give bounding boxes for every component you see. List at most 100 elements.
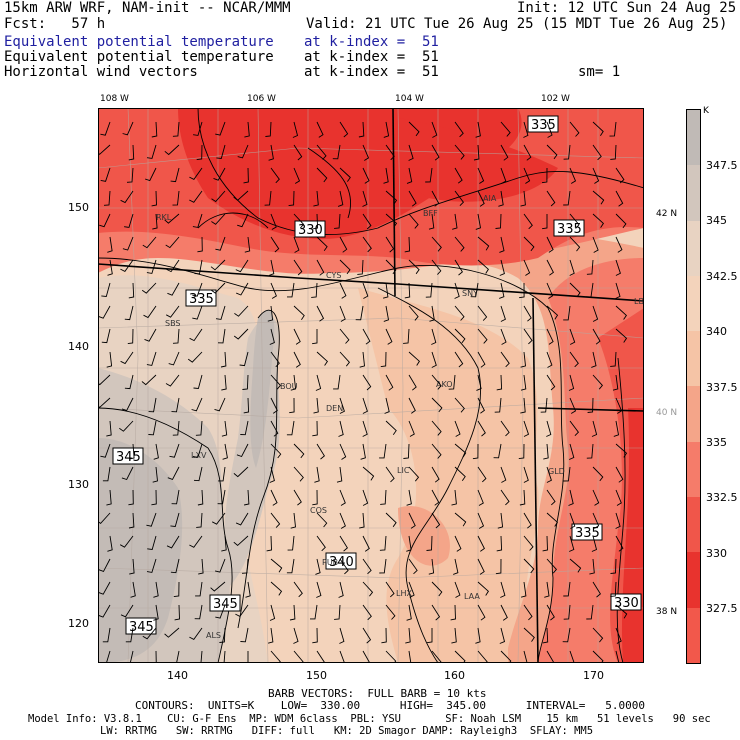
wind-barb — [237, 213, 249, 228]
wind-barb — [477, 190, 485, 207]
wind-barb — [337, 190, 344, 207]
wind-barb — [222, 443, 228, 460]
station-label: LBF — [634, 297, 644, 306]
wind-barb — [192, 305, 203, 320]
wind-barb — [215, 121, 226, 136]
wind-barb — [362, 535, 370, 552]
wind-barb — [239, 351, 249, 367]
wind-barb — [128, 489, 134, 506]
wind-barb — [500, 167, 507, 184]
wind-barb — [615, 604, 628, 619]
wind-barb — [339, 489, 346, 506]
wind-barb — [312, 627, 318, 644]
wind-barb — [362, 144, 370, 161]
wind-barb — [192, 443, 203, 458]
wind-barb — [312, 213, 319, 230]
wind-barb — [192, 282, 203, 297]
colorbar-label: 345 — [706, 214, 727, 227]
wind-barb — [233, 328, 249, 340]
wind-barb — [615, 190, 624, 207]
wind-barb — [615, 443, 628, 458]
wind-barb — [406, 535, 412, 552]
wind-barb — [221, 374, 227, 391]
wind-barb — [385, 374, 394, 391]
wind-barb — [165, 305, 180, 318]
wind-barb — [333, 374, 341, 390]
wind-barb — [431, 351, 437, 368]
wind-barb — [99, 213, 111, 228]
wind-barb — [167, 282, 180, 296]
wind-barb — [189, 535, 203, 548]
wind-barb — [615, 397, 623, 414]
wind-barb — [362, 167, 370, 184]
wind-barb — [615, 282, 621, 299]
wind-barb — [128, 144, 135, 161]
wind-barb — [408, 466, 420, 482]
wind-barb — [268, 144, 274, 161]
wind-barb — [151, 489, 157, 506]
wind-barb — [269, 328, 275, 345]
wind-barb — [406, 167, 413, 184]
wind-barb — [316, 121, 324, 138]
colorbar-swatch — [687, 386, 700, 442]
wind-barb — [172, 190, 180, 206]
wind-barb — [543, 443, 549, 460]
wind-barb — [235, 512, 249, 526]
wind-barb — [615, 627, 622, 644]
wind-barb — [568, 374, 575, 391]
colorbar-label: 337.5 — [706, 381, 738, 394]
wind-barb — [477, 236, 490, 251]
wind-barb — [381, 627, 387, 644]
wind-barb — [316, 351, 328, 366]
wind-barb — [107, 259, 113, 276]
station-label: BFF — [423, 209, 438, 218]
wind-barb — [362, 397, 368, 414]
wind-barb — [244, 121, 250, 138]
wind-barb — [100, 167, 111, 182]
wind-barb — [454, 190, 464, 207]
wind-barb — [379, 558, 387, 574]
wind-barb — [339, 121, 349, 138]
wind-barb — [362, 466, 375, 481]
wind-barb — [313, 190, 319, 207]
wind-barb — [129, 650, 134, 663]
wind-barb — [408, 512, 416, 529]
wind-barb — [523, 466, 529, 483]
wind-barb — [315, 558, 321, 575]
wind-barb — [523, 604, 533, 621]
wind-barb — [316, 236, 328, 252]
wind-barb — [592, 305, 599, 322]
wind-barb — [542, 627, 549, 644]
wind-barb — [313, 397, 319, 414]
station-label: SBS — [165, 319, 181, 328]
wind-barb — [454, 328, 466, 344]
wind-barb — [127, 328, 134, 345]
wind-barb — [546, 374, 556, 391]
wind-barb — [189, 328, 203, 342]
wind-barb — [121, 397, 134, 412]
wind-barb — [477, 259, 489, 274]
wind-barb — [173, 581, 180, 598]
wind-barb — [541, 167, 548, 184]
layer-1-name: Equivalent potential temperature — [4, 34, 274, 50]
wind-barb — [125, 627, 134, 643]
wind-barb — [453, 558, 459, 575]
wind-barb — [454, 144, 465, 160]
colorbar-swatch — [687, 552, 700, 608]
wind-barb — [312, 420, 318, 437]
wind-barb — [218, 466, 226, 482]
wind-barb — [286, 420, 295, 436]
wind-barb — [546, 420, 552, 437]
wind-barb — [431, 374, 442, 390]
wind-barb — [339, 627, 345, 644]
wind-barb — [615, 236, 623, 253]
wind-barb — [336, 466, 343, 483]
wind-barb — [612, 374, 619, 391]
wind-barb — [495, 558, 502, 575]
wind-barb — [404, 282, 411, 299]
wind-barb — [270, 374, 281, 390]
wind-barb — [315, 374, 322, 391]
wind-barb — [500, 121, 511, 137]
wind-barb — [98, 305, 111, 319]
wind-barb — [194, 604, 203, 620]
